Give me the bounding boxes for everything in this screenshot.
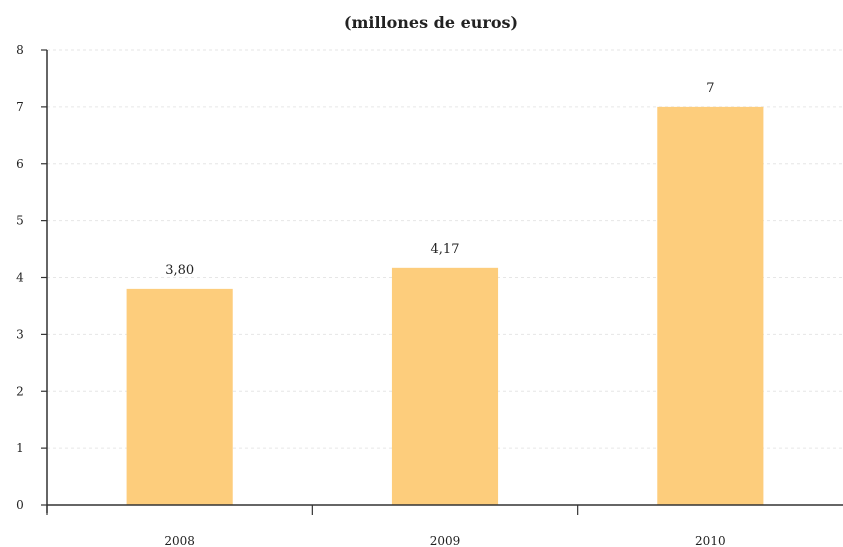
y-tick-label: 6: [16, 157, 24, 171]
y-tick-label: 8: [16, 43, 24, 57]
y-tick-label: 3: [16, 327, 24, 341]
bar-2009: [391, 267, 499, 505]
y-axis: 0 1 2 3 4 5 6 7 8: [16, 43, 48, 513]
bars: [126, 106, 764, 505]
x-tick-label: 2010: [695, 534, 726, 547]
data-label-2009: 4,17: [431, 242, 460, 257]
data-label-2010: 7: [706, 81, 714, 96]
x-tick-label: 2009: [430, 534, 461, 547]
y-tick-label: 7: [16, 100, 24, 114]
y-tick-label: 2: [16, 384, 24, 398]
x-tick-label: 2008: [164, 534, 195, 547]
chart-title: (millones de euros): [344, 13, 518, 32]
y-tick-label: 4: [16, 271, 24, 285]
y-tick-label: 0: [16, 498, 24, 512]
bar-2008: [126, 288, 233, 505]
y-tick-label: 1: [16, 441, 24, 455]
y-tick-label: 5: [16, 214, 24, 228]
bar-2010: [657, 106, 764, 505]
data-labels: 3,80 4,17 7: [165, 81, 714, 278]
x-axis: 2008 2009 2010: [46, 504, 843, 547]
data-label-2008: 3,80: [165, 263, 194, 278]
